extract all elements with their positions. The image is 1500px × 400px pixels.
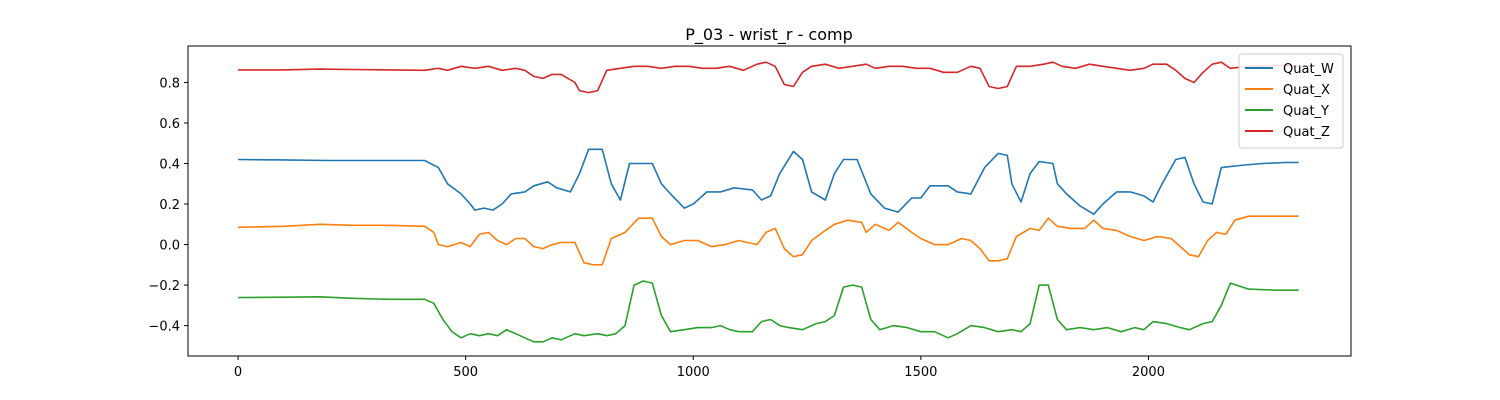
y-tick-label: −0.2 (148, 279, 180, 294)
x-tick-label: 1000 (677, 365, 710, 380)
x-axis: 0 500 1000 1500 2000 (234, 356, 1165, 380)
y-axis: −0.4 −0.2 0.0 0.2 0.4 0.6 0.8 (148, 76, 188, 335)
y-tick-label: −0.4 (148, 320, 180, 335)
y-tick-label: 0.4 (159, 158, 180, 173)
legend-label: Quat_Y (1283, 104, 1329, 119)
series-line-quat-x (238, 215, 1299, 266)
x-tick-label: 500 (453, 365, 478, 380)
chart-title: P_03 - wrist_r - comp (685, 25, 853, 45)
y-tick-label: 0.8 (159, 76, 180, 91)
y-tick-label: 0.2 (159, 198, 180, 213)
legend-label: Quat_Z (1283, 125, 1330, 140)
series-line-quat-y (238, 280, 1299, 343)
legend-label: Quat_X (1283, 83, 1330, 98)
x-tick-label: 1500 (904, 365, 937, 380)
x-tick-label: 2000 (1132, 365, 1165, 380)
axes-frame (187, 45, 1352, 357)
legend: Quat_W Quat_X Quat_Y Quat_Z (1238, 53, 1344, 149)
series-line-quat-z (238, 61, 1299, 94)
y-tick-label: 0.6 (159, 117, 180, 132)
series-line-quat-w (238, 148, 1299, 215)
x-tick-label: 0 (234, 365, 242, 380)
legend-box (1238, 53, 1344, 149)
y-tick-label: 0.0 (159, 239, 180, 254)
legend-label: Quat_W (1283, 62, 1334, 77)
plot-area (238, 61, 1299, 343)
